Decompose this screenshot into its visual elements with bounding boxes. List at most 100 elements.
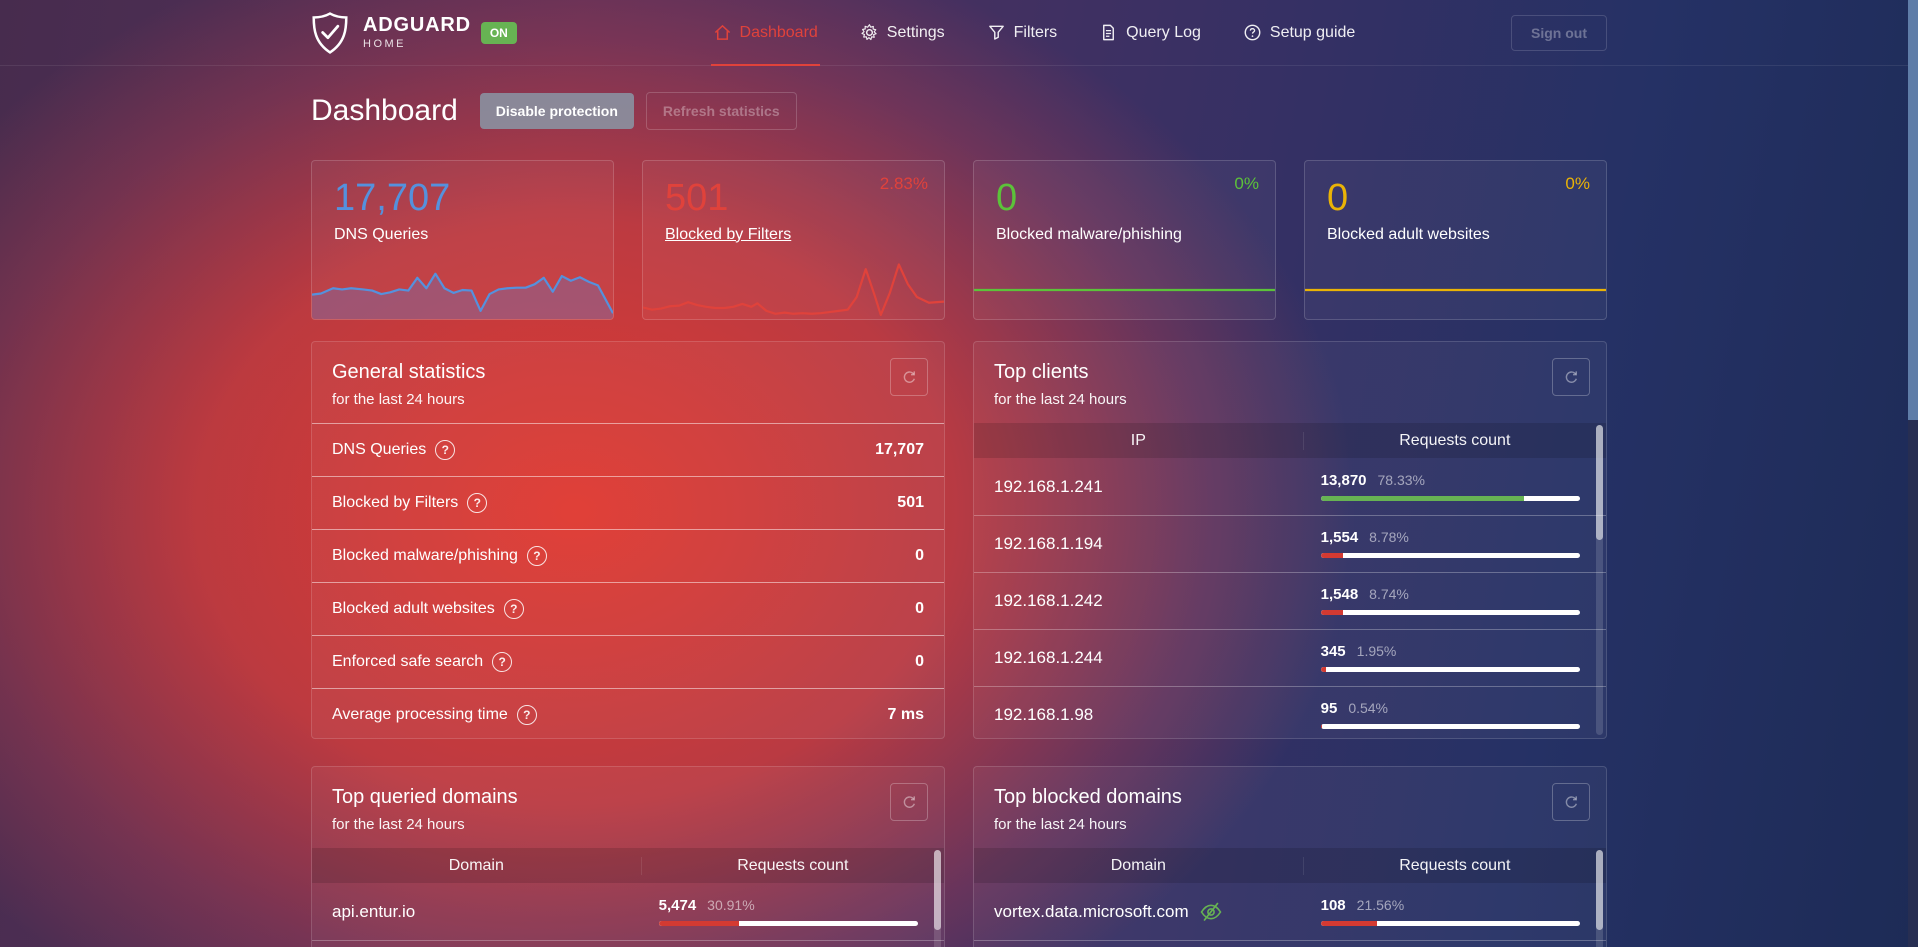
blocked-by-filters-link[interactable]: Blocked by Filters [665,225,792,243]
eye-off-icon[interactable] [1199,900,1223,924]
help-icon[interactable]: ? [435,440,456,460]
stat-row-value: 0 [915,547,924,564]
progress-fill [1320,724,1323,729]
stat-label: Blocked adult websites [1327,225,1490,243]
nav-item-settings[interactable]: Settings [860,0,945,65]
sign-out-button[interactable]: Sign out [1511,14,1607,51]
refresh-panel-button[interactable] [1552,358,1590,396]
navbar: ADGUARD HOME ON Dashboard Settings [0,0,1918,66]
nav-item-query-log[interactable]: Query Log [1099,0,1201,65]
progress-fill [1320,610,1344,615]
requests-count: 345 [1320,643,1346,660]
stat-card-blocked-by-filters: 2.83% 501 Blocked by Filters [642,160,945,320]
help-icon[interactable]: ? [467,493,488,513]
refresh-icon [1563,369,1580,386]
requests-percent: 78.33% [1377,471,1425,488]
refresh-statistics-button[interactable]: Refresh statistics [645,92,797,130]
stat-row-value: 7 ms [887,706,924,723]
requests-percent: 1.95% [1356,643,1397,659]
stat-row-label: Blocked by Filters [332,494,459,511]
stat-row-label: Blocked adult websites [332,600,495,617]
nav-label: Settings [886,23,945,41]
stat-row-label: Blocked malware/phishing [332,547,518,564]
column-header-domain: Domain [1110,856,1166,874]
disable-protection-button[interactable]: Disable protection [479,93,634,129]
requests-percent: 30.91% [707,896,755,913]
requests-count: 108 [1320,896,1346,914]
requests-percent: 8.78% [1369,529,1409,545]
progress-fill [1320,553,1344,558]
nav-item-dashboard[interactable]: Dashboard [710,0,821,66]
sparkline-chart [974,261,1275,319]
table-row-partial [312,940,944,947]
stat-value: 17,707 [334,177,451,219]
brand-sub: HOME [363,38,406,50]
top-queried-domains-table: api.entur.io 5,474 30.91% [312,883,944,947]
nav-item-filters[interactable]: Filters [987,0,1058,65]
column-header-requests: Requests count [1302,856,1606,875]
progress-fill [658,920,739,926]
stat-row: Blocked adult websites? 0 [312,582,944,635]
stat-row-label: Enforced safe search [332,653,484,670]
stat-card-blocked-malware: 0% 0 Blocked malware/phishing [973,160,1276,320]
scrollbar-thumb[interactable] [1596,850,1603,930]
refresh-panel-button[interactable] [890,358,928,396]
stat-row: Enforced safe search? 0 [312,635,944,688]
panel-title: Top clients [994,361,1089,383]
panel-subtitle: for the last 24 hours [332,816,465,833]
stat-label: Blocked malware/phishing [996,225,1182,243]
page-scrollbar-thumb[interactable] [1908,0,1918,420]
top-clients-table: 192.168.1.241 13,870 78.33% 192.168.1.194… [974,458,1606,738]
table-scrollbar[interactable] [934,850,941,947]
requests-count: 1,554 [1320,529,1359,546]
brand-logo[interactable]: ADGUARD HOME [311,0,471,65]
progress-bar [1320,920,1580,926]
help-icon[interactable]: ? [503,599,524,619]
page-scrollbar[interactable] [1908,0,1918,947]
table-scrollbar[interactable] [1596,425,1603,735]
progress-fill [1320,920,1377,926]
table-row: 192.168.1.242 1,548 8.74% [974,572,1606,629]
nav-item-setup-guide[interactable]: Setup guide [1243,0,1355,65]
requests-percent: 8.74% [1369,586,1409,602]
help-icon[interactable]: ? [526,546,547,566]
sparkline-chart [1305,261,1606,319]
domain-name: vortex.data.microsoft.com [994,901,1189,921]
scrollbar-thumb[interactable] [934,850,941,930]
help-icon[interactable]: ? [492,652,513,672]
refresh-panel-button[interactable] [890,783,928,821]
stat-value: 0 [1327,177,1349,219]
refresh-panel-button[interactable] [1552,783,1590,821]
client-ip: 192.168.1.242 [994,591,1103,610]
main-nav: Dashboard Settings Filters [557,0,1511,66]
requests-percent: 0.54% [1348,700,1389,716]
client-ip: 192.168.1.194 [994,534,1103,553]
progress-bar [1320,610,1580,615]
panel-subtitle: for the last 24 hours [332,391,465,408]
stat-value: 0 [996,177,1018,219]
table-row: 192.168.1.194 1,554 8.78% [974,515,1606,572]
stat-row: Blocked by Filters? 501 [312,476,944,529]
client-ip: 192.168.1.98 [994,705,1094,724]
page-title: Dashboard [311,94,458,127]
table-row: 192.168.1.98 95 0.54% [974,686,1606,738]
requests-count: 13,870 [1320,471,1367,489]
top-blocked-domains-table: vortex.data.microsoft.com 108 21.56% [974,883,1606,947]
scrollbar-thumb[interactable] [1596,425,1603,540]
progress-bar [1320,495,1580,501]
help-icon[interactable]: ? [516,705,537,725]
stat-label: DNS Queries [334,225,429,243]
stat-row: DNS Queries? 17,707 [312,423,944,476]
nav-label: Filters [1013,23,1058,41]
page-header: Dashboard Disable protection Refresh sta… [311,92,1607,130]
gear-icon [860,23,879,42]
panel-title: Top blocked domains [994,786,1182,808]
panel-subtitle: for the last 24 hours [994,391,1127,408]
refresh-icon [901,794,918,811]
stat-row-label: Average processing time [332,706,508,723]
table-scrollbar[interactable] [1596,850,1603,947]
table-row: 192.168.1.241 13,870 78.33% [974,458,1606,515]
refresh-icon [1563,794,1580,811]
progress-bar [1320,553,1580,558]
